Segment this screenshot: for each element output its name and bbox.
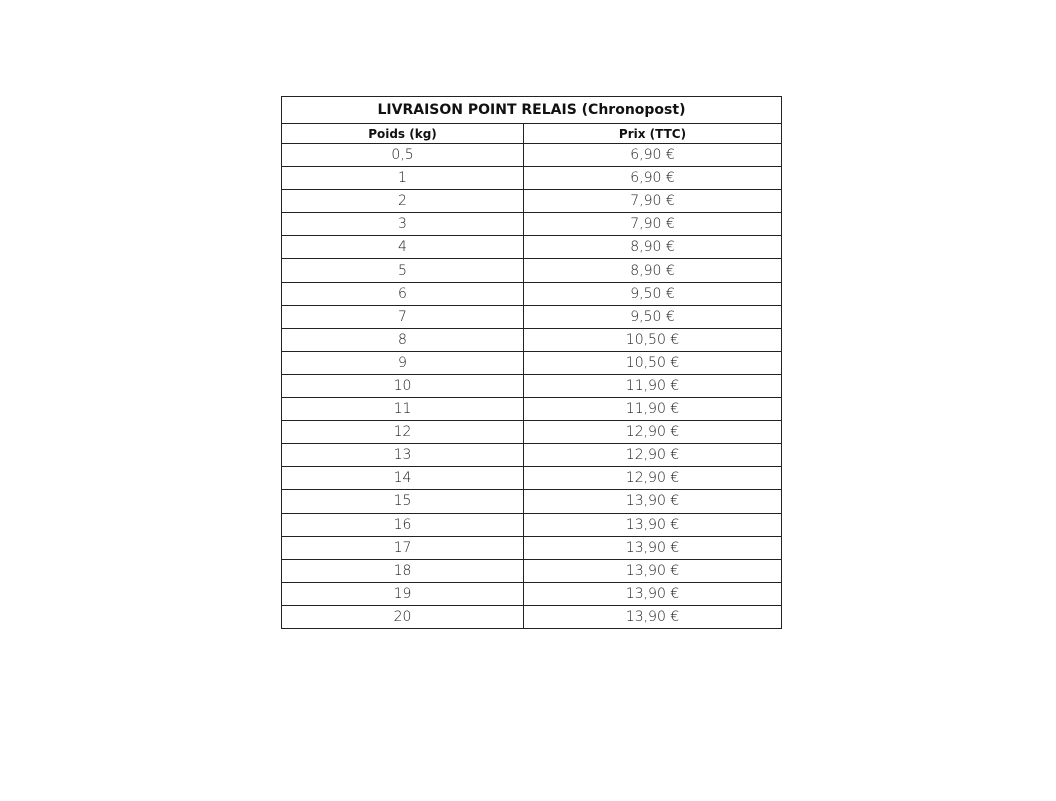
table-row: 20 13,90 €: [281, 604, 782, 629]
price-cell: 13,90 €: [523, 558, 782, 583]
price-cell: 12,90 €: [523, 466, 782, 491]
table-row: 18 13,90 €: [281, 558, 782, 583]
table-row: 0,5 6,90 €: [281, 142, 782, 168]
weight-cell: 15: [281, 489, 524, 514]
price-cell: 13,90 €: [523, 535, 782, 560]
table-row: 4 8,90 €: [281, 235, 782, 260]
weight-cell: 5: [281, 258, 524, 283]
price-cell: 8,90 €: [523, 235, 782, 260]
table-row: 14 12,90 €: [281, 466, 782, 491]
price-cell: 12,90 €: [523, 443, 782, 468]
table-title: LIVRAISON POINT RELAIS (Chronopost): [281, 96, 782, 124]
column-header-price: Prix (TTC): [523, 123, 782, 144]
weight-cell: 20: [281, 604, 524, 629]
table-row: 8 10,50 €: [281, 327, 782, 352]
table-row: 1 6,90 €: [281, 166, 782, 191]
table-row: 7 9,50 €: [281, 304, 782, 329]
price-cell: 7,90 €: [523, 212, 782, 237]
price-cell: 10,50 €: [523, 327, 782, 352]
table-header-row: Poids (kg) Prix (TTC): [281, 123, 782, 144]
price-cell: 11,90 €: [523, 373, 782, 399]
price-cell: 13,90 €: [523, 604, 782, 629]
price-cell: 13,90 €: [523, 581, 782, 606]
table-row: 19 13,90 €: [281, 581, 782, 606]
weight-cell: 16: [281, 512, 524, 537]
table-row: 16 13,90 €: [281, 512, 782, 537]
weight-cell: 4: [281, 235, 524, 260]
price-cell: 6,90 €: [523, 166, 782, 191]
weight-cell: 14: [281, 466, 524, 491]
price-cell: 7,90 €: [523, 189, 782, 214]
table-row: 10 11,90 €: [281, 373, 782, 399]
table-row: 3 7,90 €: [281, 212, 782, 237]
table-title-row: LIVRAISON POINT RELAIS (Chronopost): [281, 96, 782, 124]
weight-cell: 0,5: [281, 142, 524, 168]
price-cell: 9,50 €: [523, 304, 782, 329]
price-cell: 10,50 €: [523, 350, 782, 375]
weight-cell: 6: [281, 281, 524, 306]
price-cell: 13,90 €: [523, 512, 782, 537]
table-row: 9 10,50 €: [281, 350, 782, 375]
weight-cell: 9: [281, 350, 524, 375]
weight-cell: 2: [281, 189, 524, 214]
table-row: 15 13,90 €: [281, 489, 782, 514]
weight-cell: 3: [281, 212, 524, 237]
weight-cell: 10: [281, 373, 524, 399]
weight-cell: 17: [281, 535, 524, 560]
weight-cell: 8: [281, 327, 524, 352]
table-row: 17 13,90 €: [281, 535, 782, 560]
weight-cell: 18: [281, 558, 524, 583]
table-row: 13 12,90 €: [281, 443, 782, 468]
table-row: 12 12,90 €: [281, 420, 782, 445]
weight-cell: 7: [281, 304, 524, 329]
table-row: 6 9,50 €: [281, 281, 782, 306]
price-cell: 8,90 €: [523, 258, 782, 283]
price-cell: 11,90 €: [523, 397, 782, 422]
shipping-price-table: LIVRAISON POINT RELAIS (Chronopost) Poid…: [281, 96, 782, 629]
column-header-weight: Poids (kg): [281, 123, 524, 144]
price-cell: 13,90 €: [523, 489, 782, 514]
table-row: 11 11,90 €: [281, 397, 782, 422]
price-cell: 12,90 €: [523, 420, 782, 445]
weight-cell: 12: [281, 420, 524, 445]
table-row: 5 8,90 €: [281, 258, 782, 283]
table-row: 2 7,90 €: [281, 189, 782, 214]
price-cell: 6,90 €: [523, 142, 782, 168]
price-cell: 9,50 €: [523, 281, 782, 306]
weight-cell: 11: [281, 397, 524, 422]
weight-cell: 1: [281, 166, 524, 191]
weight-cell: 13: [281, 443, 524, 468]
weight-cell: 19: [281, 581, 524, 606]
